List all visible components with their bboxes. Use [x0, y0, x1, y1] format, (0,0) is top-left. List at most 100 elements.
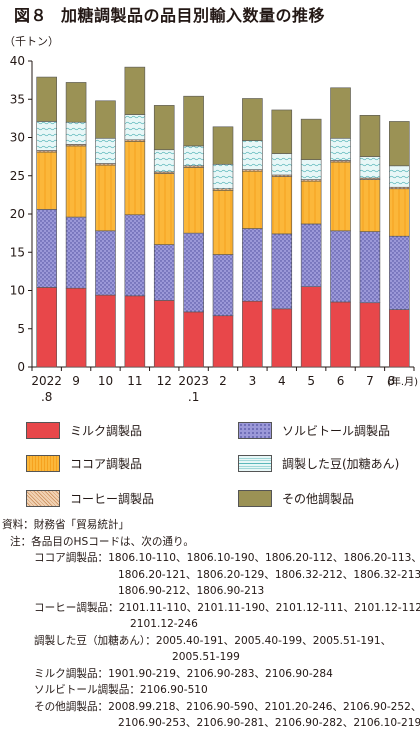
bar-segment [389, 165, 410, 188]
bar-segment [124, 214, 146, 297]
x-tick-label: .8 [41, 390, 52, 404]
hs-cocoa-line-3: 1806.90-212、1806.90-213 [118, 585, 265, 597]
bar-segment [359, 156, 381, 179]
bar-segment [124, 66, 146, 115]
legend-swatch [26, 454, 60, 472]
bar-segment [212, 189, 234, 255]
bar-segment [183, 232, 204, 313]
bar-segment [300, 286, 322, 368]
legend-label: ソルビトール調製品 [282, 423, 391, 438]
bar-segment [242, 140, 263, 170]
legend-label: 調製した豆(加糖あん) [282, 456, 400, 471]
legend-label: その他調製品 [282, 491, 355, 506]
x-tick-label: 3 [249, 374, 257, 388]
bar-segment [183, 167, 204, 234]
bar-segment [330, 301, 351, 368]
legend-item: ソルビトール調製品 [238, 420, 390, 440]
bar-segment [271, 176, 293, 235]
bar-segment [153, 173, 175, 245]
bar-segment [242, 300, 263, 368]
hs-cocoa-line-2: 1806.20-121、1806.20-129、1806.32-212、1806… [118, 568, 420, 581]
hs-bean-line-1: 調製した豆（加糖あん）：2005.40-191、2005.40-199、2005… [34, 634, 392, 647]
legend-item: その他調製品 [238, 488, 354, 508]
chart-title: 図８ 加糖調製品の品目別輸入数量の推移 [12, 2, 325, 26]
legend-swatch [238, 454, 272, 472]
hs-sorbitol-line: ソルビトール調製品：2106.90-510 [34, 684, 208, 696]
y-tick-label: 5 [17, 322, 25, 336]
bar-segment [212, 315, 234, 368]
bar-segment [330, 137, 351, 161]
source-note: 資料：財務省「貿易統計」 [2, 519, 130, 531]
legend-swatch [238, 489, 272, 507]
bar-segment [212, 254, 234, 317]
x-tick-label: .1 [188, 390, 199, 404]
x-tick-label: 4 [278, 374, 286, 388]
bar-segment [95, 100, 116, 139]
x-tick-label: 6 [337, 374, 345, 388]
x-tick-label: 5 [307, 374, 315, 388]
y-tick-label: 15 [10, 245, 25, 259]
bar-segment [389, 188, 410, 237]
bar-segment [124, 141, 146, 216]
y-tick-label: 10 [10, 284, 25, 298]
bar-segment [36, 76, 57, 122]
y-tick-label: 25 [10, 169, 25, 183]
bar-segment [183, 145, 204, 167]
bar-segment [300, 223, 322, 287]
bar-segment [242, 98, 263, 141]
legend-label: コーヒー調製品 [70, 491, 155, 506]
bar-segment [300, 118, 322, 160]
bar-segment [359, 302, 381, 368]
bar-segment [359, 115, 381, 157]
bar-segment [330, 161, 351, 232]
bar-segment [65, 216, 87, 289]
bar-segment [271, 308, 293, 368]
bar-segment [300, 159, 322, 180]
note-heading: 注：各品目のHSコードは、次の通り。 [10, 535, 194, 548]
bar-segment [271, 109, 293, 154]
x-tick-label: 11 [127, 374, 142, 388]
bar-segment [153, 149, 175, 173]
legend-label: ミルク調製品 [70, 423, 143, 438]
bar-segment [330, 230, 351, 303]
legend-swatch [238, 421, 272, 439]
legend-item: コーヒー調製品 [26, 488, 154, 508]
bar-segment [95, 137, 116, 164]
bar-segment [389, 121, 410, 167]
hs-milk-line: ミルク調製品：1901.90-219、2106.90-283、2106.90-2… [34, 667, 333, 680]
bar-segment [36, 121, 57, 151]
hs-coffee-line-1: コーヒー調製品：2101.11-110、2101.11-190、2101.12-… [34, 601, 420, 614]
bar-segment [183, 95, 204, 147]
y-unit-label: （千トン） [4, 35, 59, 48]
bar-segment [36, 151, 57, 210]
bar-segment [95, 230, 116, 296]
bar-segment [183, 311, 204, 368]
x-tick-label: 8 [387, 374, 395, 388]
legend-swatch [26, 421, 60, 439]
bar-segment [65, 121, 87, 145]
bar-segment [65, 145, 87, 218]
hs-bean-line-2: 2005.51-199 [172, 651, 240, 663]
bar-segment [36, 287, 57, 368]
bar-segment [212, 163, 234, 190]
x-tick-label: 12 [157, 374, 172, 388]
legend-item: ミルク調製品 [26, 420, 142, 440]
bar-segment [153, 105, 175, 151]
bar-segment [300, 180, 322, 225]
y-tick-label: 35 [10, 92, 25, 106]
bar-segment [242, 170, 263, 229]
hs-other-line-1: その他調製品：2008.99.218、2106.90-590、2101.20-2… [34, 700, 420, 713]
bar-segment [65, 287, 87, 368]
bar-segment [389, 309, 410, 368]
bar-segment [124, 295, 146, 368]
y-tick-label: 30 [10, 131, 25, 145]
bar-segment [153, 244, 175, 301]
y-tick-label: 40 [10, 54, 25, 68]
legend-item: 調製した豆(加糖あん) [238, 453, 399, 473]
bar-segment [95, 294, 116, 368]
figure-number: 図８ [14, 6, 48, 25]
hs-other-line-2: 2106.90-253、2106.90-281、2106.90-282、2106… [118, 717, 420, 729]
bar-segment [212, 126, 234, 165]
bar-segment [95, 164, 116, 232]
legend-swatch [26, 489, 60, 507]
